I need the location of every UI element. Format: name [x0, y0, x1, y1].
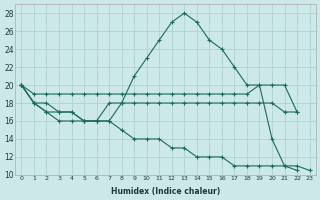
X-axis label: Humidex (Indice chaleur): Humidex (Indice chaleur): [111, 187, 220, 196]
